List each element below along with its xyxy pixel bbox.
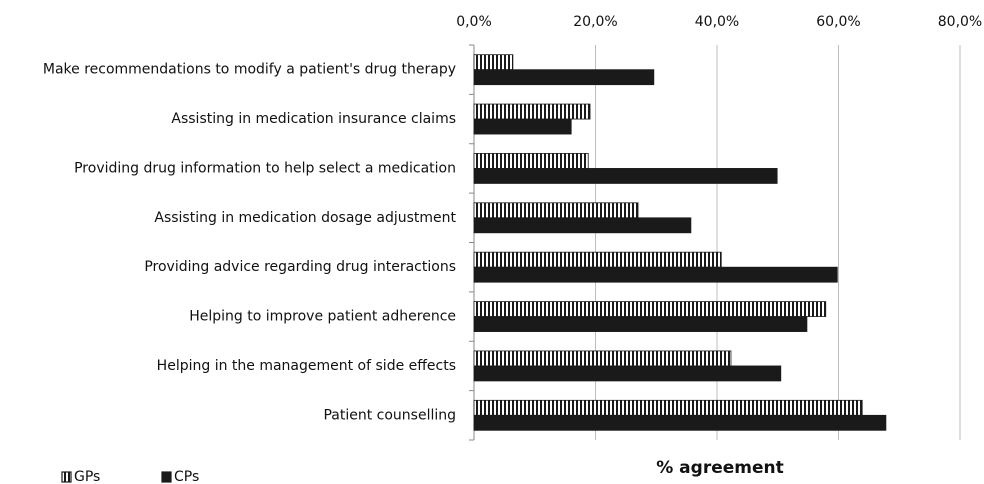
- bar: [473, 69, 655, 86]
- y-tick-label: Providing advice regarding drug interact…: [144, 259, 456, 275]
- bar: [473, 350, 732, 367]
- legend-label: GPs: [74, 469, 100, 484]
- bar: [473, 301, 827, 317]
- legend-swatch: [61, 471, 72, 483]
- x-tick-label: 40,0%: [695, 14, 739, 30]
- x-axis-label: % agreement: [656, 458, 784, 478]
- bar: [473, 103, 591, 120]
- bar: [473, 153, 589, 169]
- bar: [473, 168, 778, 184]
- y-tick-label: Assisting in medication dosage adjustmen…: [154, 210, 456, 226]
- bar: [473, 217, 692, 234]
- bar: [473, 266, 838, 283]
- x-tick-label: 0,0%: [456, 14, 492, 30]
- y-tick-label: Assisting in medication insurance claims: [171, 111, 456, 127]
- x-tick-label: 20,0%: [573, 14, 617, 30]
- y-tick-label: Helping in the management of side effect…: [157, 358, 456, 374]
- bar: [473, 54, 514, 71]
- legend-label: CPs: [174, 469, 199, 484]
- bar: [473, 316, 808, 332]
- legend-swatch: [161, 471, 172, 483]
- y-tick-label: Helping to improve patient adherence: [189, 309, 456, 325]
- bar: [473, 414, 887, 431]
- y-tick-label: Providing drug information to help selec…: [74, 160, 456, 176]
- x-tick-label: 60,0%: [816, 14, 860, 30]
- y-tick-label: Make recommendations to modify a patient…: [43, 62, 456, 78]
- x-tick-label: 80,0%: [938, 14, 982, 30]
- bar: [473, 118, 572, 135]
- bar: [473, 399, 863, 416]
- y-tick-label: Patient counselling: [323, 407, 456, 423]
- bar: [473, 251, 722, 268]
- bar: [473, 365, 782, 382]
- bar: [473, 202, 639, 219]
